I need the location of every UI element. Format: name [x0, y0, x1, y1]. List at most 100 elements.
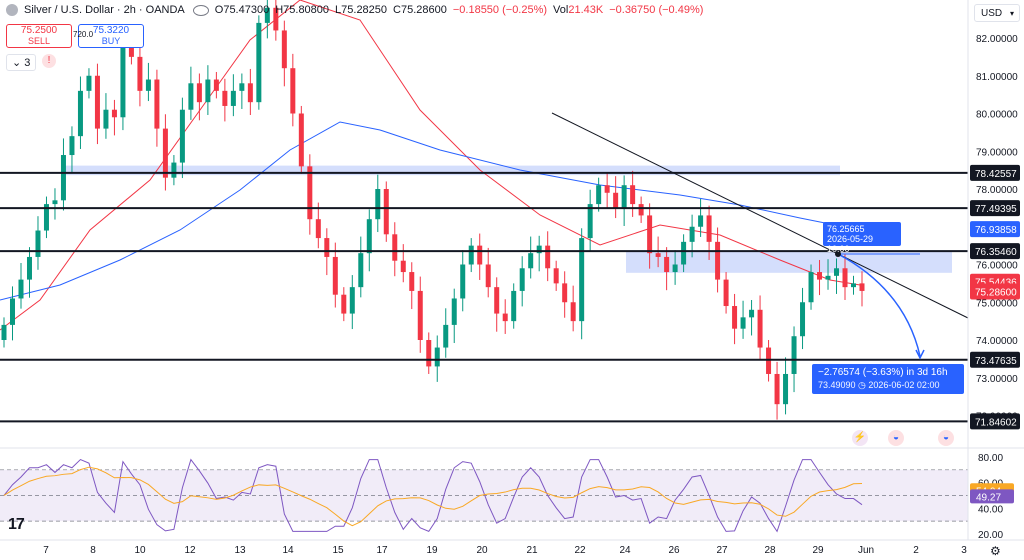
- candle-body: [103, 109, 109, 129]
- gear-icon[interactable]: ⚙: [990, 544, 1001, 558]
- candle-body: [60, 155, 66, 201]
- candle-body: [859, 283, 865, 291]
- candle-body: [366, 219, 372, 254]
- candle-body: [417, 290, 423, 340]
- sell-button[interactable]: 75.2500 SELL: [6, 24, 72, 48]
- candle-body: [468, 245, 474, 265]
- level-label: 76.35460: [975, 247, 1017, 258]
- rsi-badge-label: 49.27: [976, 492, 1001, 503]
- price-badge: [970, 221, 1020, 238]
- candle-body: [264, 7, 270, 23]
- time-tick: 15: [332, 545, 344, 556]
- symbol-title[interactable]: Silver / U.S. Dollar · 2h · OANDA: [24, 4, 185, 16]
- price-tick: 73.00000: [976, 374, 1018, 385]
- candle-body: [86, 75, 92, 91]
- projection-start: [835, 251, 841, 257]
- time-tick: 7: [43, 545, 49, 556]
- level-badge: [970, 413, 1020, 430]
- candle-body: [281, 30, 287, 69]
- buy-button[interactable]: 75.3220 BUY: [78, 24, 144, 48]
- candle-body: [52, 200, 58, 205]
- vol-label: Vol: [553, 4, 569, 16]
- candle-body: [536, 245, 542, 254]
- candle-body: [426, 340, 432, 367]
- trend-line: [551, 112, 969, 319]
- candle-body: [290, 68, 296, 114]
- candle-body: [154, 79, 160, 129]
- buy-label: BUY: [101, 36, 121, 46]
- candle-body: [528, 253, 534, 269]
- candles: [1, 0, 865, 420]
- candle-body: [434, 347, 440, 367]
- time-tick: 8: [90, 545, 96, 556]
- indicators-toggle[interactable]: ⌄ 3: [6, 54, 37, 71]
- candle-body: [230, 90, 236, 106]
- blue-moving-average: [0, 121, 861, 301]
- indicator-count: 3: [24, 57, 31, 69]
- sell-price: 75.2500: [20, 25, 58, 36]
- candle-body: [26, 256, 32, 280]
- legend: Silver / U.S. Dollar · 2h · OANDA O75.47…: [6, 4, 703, 16]
- candle-body: [392, 234, 398, 261]
- zone-upper: [62, 165, 840, 176]
- eye-icon[interactable]: [192, 4, 209, 16]
- time-tick: 2: [913, 545, 919, 556]
- candle-body: [1, 324, 7, 340]
- candle-body: [341, 294, 347, 314]
- time-tick: 12: [184, 545, 196, 556]
- candle-body: [681, 241, 687, 265]
- candle-body: [477, 245, 483, 265]
- ohlc-close: C75.28600: [393, 4, 447, 16]
- lightning-icon[interactable]: ⚡: [852, 430, 868, 446]
- measure-sub: 73.49090 ◷ 2026-06-02 02:00: [818, 380, 940, 390]
- time-tick: 28: [764, 545, 776, 556]
- change-value: −0.18550 (−0.25%): [452, 4, 548, 16]
- level-badge: [970, 164, 1020, 181]
- candle-body: [613, 192, 619, 208]
- currency-select[interactable]: USD ▾: [974, 4, 1020, 22]
- spread-value: 720.0: [73, 30, 94, 39]
- candle-body: [494, 287, 500, 314]
- flag-us-icon-2[interactable]: ◒: [938, 430, 954, 446]
- candle-body: [18, 279, 24, 299]
- candle-body: [604, 185, 610, 193]
- candle-body: [307, 166, 313, 220]
- time-tick: 19: [426, 545, 438, 556]
- price-tick: 78.00000: [976, 185, 1018, 196]
- candle-body: [698, 215, 704, 227]
- candle-body: [587, 204, 593, 239]
- sell-label: SELL: [27, 36, 51, 46]
- candle-body: [145, 79, 151, 91]
- candle-body: [400, 260, 406, 273]
- vol-change: −0.36750 (−0.49%): [609, 4, 704, 16]
- flag-us-icon[interactable]: ◒: [888, 430, 904, 446]
- candle-body: [723, 279, 729, 307]
- candle-body: [757, 309, 763, 348]
- candle-body: [443, 324, 449, 348]
- rsi-line: [3, 458, 863, 533]
- candle-body: [621, 185, 627, 208]
- candle-body: [332, 256, 338, 295]
- candle-body: [383, 189, 389, 235]
- candle-body: [732, 306, 738, 329]
- candle-body: [205, 79, 211, 103]
- candle-body: [162, 128, 168, 178]
- candle-body: [375, 189, 381, 220]
- time-tick: 20: [476, 545, 488, 556]
- candle-body: [842, 268, 848, 288]
- candle-body: [689, 226, 695, 242]
- candle-body: [179, 109, 185, 163]
- rsi-pane: [0, 458, 968, 533]
- time-tick: 10: [134, 545, 146, 556]
- candle-body: [647, 215, 653, 254]
- candle-body: [774, 373, 780, 405]
- level-badge: [970, 351, 1020, 368]
- red-moving-average: [0, 0, 861, 331]
- candle-body: [247, 83, 253, 103]
- warning-icon[interactable]: !: [42, 54, 56, 68]
- time-tick: 26: [668, 545, 680, 556]
- level-badge: [970, 243, 1020, 260]
- candle-body: [35, 230, 41, 257]
- candle-body: [188, 83, 194, 110]
